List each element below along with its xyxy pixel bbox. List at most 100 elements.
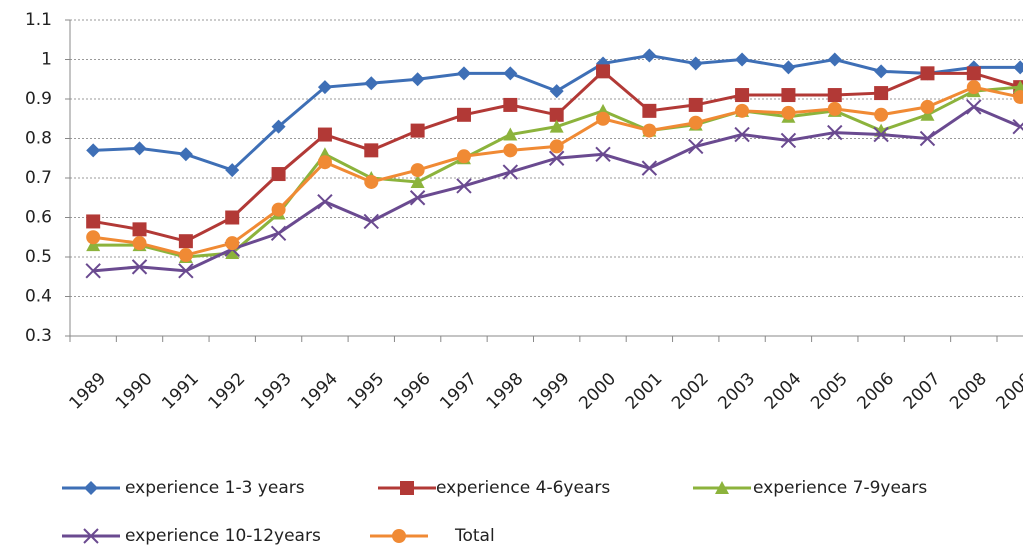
legend-marker — [83, 528, 99, 544]
point — [86, 214, 101, 229]
x-tick-label: 1990 — [112, 369, 157, 414]
point — [225, 163, 240, 178]
point — [735, 103, 750, 118]
legend-marker — [715, 481, 729, 494]
point — [225, 246, 240, 260]
point — [874, 64, 889, 79]
x-tick-label: 2008 — [946, 369, 991, 414]
legend-label: experience 1-3 years — [125, 478, 305, 498]
point — [827, 52, 842, 67]
x-tick-label: 1994 — [297, 369, 342, 414]
point — [456, 178, 472, 194]
point — [919, 130, 936, 147]
point — [549, 139, 564, 154]
point — [270, 225, 287, 242]
point — [549, 84, 564, 99]
x-tick-label: 1997 — [436, 369, 481, 414]
legend-marker — [400, 481, 414, 495]
point — [642, 48, 657, 63]
point — [271, 167, 286, 182]
x-tick-label: 2006 — [853, 369, 898, 414]
point — [456, 66, 471, 81]
point — [549, 119, 564, 133]
x-tick-label: 1989 — [66, 369, 111, 414]
point — [874, 86, 889, 101]
point — [688, 56, 703, 71]
x-tick-label: 2007 — [900, 369, 945, 414]
x-tick-label: 1999 — [529, 369, 574, 414]
x-tick-label: 1993 — [251, 369, 296, 414]
point — [920, 107, 935, 121]
x-tick-label: 1996 — [390, 369, 435, 414]
y-tick-label: 1.1 — [25, 10, 52, 30]
point — [548, 150, 565, 166]
x-tick-label: 2001 — [622, 369, 667, 414]
point — [642, 103, 657, 118]
point — [364, 143, 379, 158]
point — [503, 143, 518, 158]
point — [178, 234, 193, 249]
point — [456, 107, 471, 122]
y-tick-label: 0.3 — [25, 326, 52, 346]
point — [920, 99, 935, 114]
point — [85, 263, 101, 279]
point — [132, 222, 147, 237]
point — [920, 66, 935, 81]
point — [178, 248, 193, 263]
point — [595, 146, 611, 163]
point — [966, 99, 982, 115]
point — [735, 52, 750, 67]
point — [735, 88, 750, 103]
point — [363, 213, 379, 230]
point — [410, 72, 425, 87]
point — [503, 66, 518, 81]
x-tick-label: 2009 — [993, 369, 1023, 414]
y-tick-label: 0.5 — [25, 247, 52, 267]
x-tick-label: 2005 — [807, 369, 852, 414]
point — [410, 123, 425, 138]
point — [1012, 118, 1023, 135]
point — [503, 97, 518, 112]
point — [225, 236, 240, 251]
point — [132, 141, 147, 156]
point — [873, 126, 889, 143]
point — [86, 143, 101, 158]
point — [827, 124, 843, 141]
x-tick-label: 2003 — [714, 369, 759, 414]
x-tick-label: 1998 — [483, 369, 528, 414]
point — [317, 193, 333, 210]
point — [132, 236, 147, 251]
point — [734, 126, 750, 143]
point — [317, 155, 332, 170]
legend-label: experience 7-9years — [753, 478, 927, 498]
y-tick-label: 0.6 — [25, 208, 52, 228]
point — [503, 127, 518, 141]
point — [874, 107, 889, 122]
legend-label: experience 10-12years — [125, 526, 321, 546]
x-tick-label: 2002 — [668, 369, 713, 414]
point — [317, 127, 332, 142]
point — [688, 97, 703, 112]
point — [225, 210, 240, 225]
y-tick-label: 0.8 — [25, 129, 52, 149]
y-tick-label: 0.7 — [25, 168, 52, 188]
point — [178, 263, 194, 279]
point — [549, 107, 564, 122]
point — [1013, 80, 1023, 94]
legend-marker — [392, 529, 406, 543]
point — [271, 119, 286, 134]
point — [86, 238, 101, 252]
point — [364, 174, 379, 189]
point — [271, 202, 286, 217]
y-tick-label: 1 — [41, 50, 52, 70]
point — [642, 123, 657, 138]
x-tick-label: 2004 — [761, 369, 806, 414]
y-tick-label: 0.9 — [25, 89, 52, 109]
legend-label: Total — [454, 526, 495, 546]
point — [1013, 60, 1023, 75]
point — [410, 174, 425, 188]
legend-marker — [84, 481, 98, 495]
point — [966, 66, 981, 81]
point — [596, 64, 611, 79]
